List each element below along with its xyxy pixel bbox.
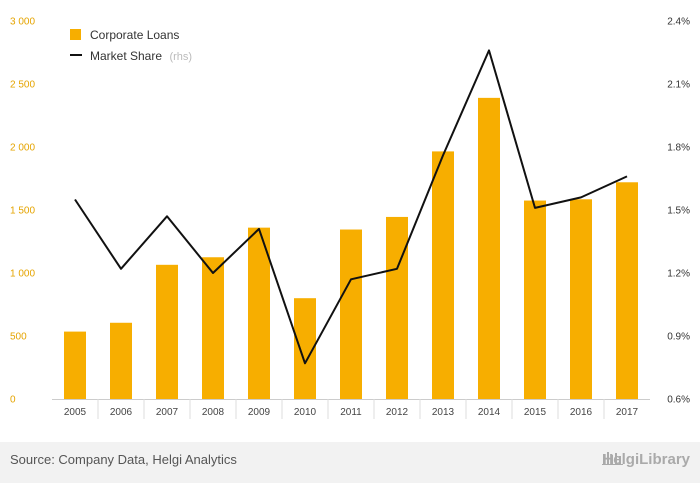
x-tick-label-2014: 2014 bbox=[478, 407, 501, 418]
x-tick-label-2010: 2010 bbox=[294, 407, 317, 418]
footer: Source: Company Data, Helgi Analytics He… bbox=[0, 442, 700, 483]
x-tick-label-2005: 2005 bbox=[64, 407, 87, 418]
y-right-tick-label: 0.9% bbox=[667, 332, 690, 343]
bar-2006 bbox=[110, 322, 132, 399]
library-icon bbox=[602, 452, 624, 465]
y-right-tick-label: 2.4% bbox=[667, 17, 690, 28]
bar-2016 bbox=[570, 199, 592, 399]
bar-2014 bbox=[478, 97, 500, 400]
bar-2017 bbox=[616, 182, 638, 399]
brand-name: HelgiLibrary bbox=[602, 451, 690, 468]
bar-2011 bbox=[340, 229, 362, 399]
line-layer bbox=[74, 49, 628, 365]
bar-2015 bbox=[524, 200, 546, 399]
y-left-tick-label: 1 500 bbox=[10, 206, 35, 217]
y-right-tick-label: 1.8% bbox=[667, 143, 690, 154]
bar-2010 bbox=[294, 298, 316, 399]
y-left-tick-label: 2 500 bbox=[10, 80, 35, 91]
y-right-tick-label: 1.2% bbox=[667, 269, 690, 280]
legend-swatch-corporate-loans bbox=[70, 29, 81, 40]
bar-2012 bbox=[386, 216, 408, 399]
legend: Corporate Loans Market Share (rhs) bbox=[70, 28, 192, 64]
x-tick-label-2009: 2009 bbox=[248, 407, 271, 418]
bar-2005 bbox=[64, 331, 86, 399]
legend-label-rhs: (rhs) bbox=[169, 51, 192, 63]
x-tick-label-2013: 2013 bbox=[432, 407, 455, 418]
y-left-tick-label: 3 000 bbox=[10, 17, 35, 28]
brand-logo: HelgiLibrary bbox=[602, 451, 690, 468]
y-left-tick-label: 500 bbox=[10, 332, 27, 343]
bar-2013 bbox=[432, 151, 454, 399]
x-tick-label-2007: 2007 bbox=[156, 407, 179, 418]
y-left-tick-label: 0 bbox=[10, 395, 16, 406]
x-tick-label-2008: 2008 bbox=[202, 407, 225, 418]
legend-label-corporate-loans: Corporate Loans bbox=[90, 28, 179, 42]
y-right-tick-label: 1.5% bbox=[667, 206, 690, 217]
y-right-tick-label: 2.1% bbox=[667, 80, 690, 91]
bar-2008 bbox=[202, 257, 224, 399]
legend-label-market-share: Market Share bbox=[90, 49, 162, 63]
y-right-tick-label: 0.6% bbox=[667, 395, 690, 406]
x-tick-label-2017: 2017 bbox=[616, 407, 639, 418]
bars-layer bbox=[64, 97, 638, 400]
x-tick-label-2015: 2015 bbox=[524, 407, 547, 418]
x-tick-label-2016: 2016 bbox=[570, 407, 593, 418]
x-tick-label-2011: 2011 bbox=[340, 407, 362, 418]
chart: 0 500 1 000 1 500 2 000 2 500 3 000 0.6% 0.9% 1.2… bbox=[10, 17, 690, 419]
source-note: Source: Company Data, Helgi Analytics bbox=[10, 452, 237, 467]
legend-label-market-share-group: Market Share (rhs) bbox=[90, 47, 192, 64]
x-tick-label-2006: 2006 bbox=[110, 407, 133, 418]
bar-2009 bbox=[248, 227, 270, 399]
y-left-tick-label: 1 000 bbox=[10, 269, 35, 280]
y-left-tick-label: 2 000 bbox=[10, 143, 35, 154]
axis-layer: 0 500 1 000 1 500 2 000 2 500 3 000 0.6% 0.9% 1.2… bbox=[10, 17, 690, 419]
bar-2007 bbox=[156, 264, 178, 399]
x-tick-label-2012: 2012 bbox=[386, 407, 409, 418]
